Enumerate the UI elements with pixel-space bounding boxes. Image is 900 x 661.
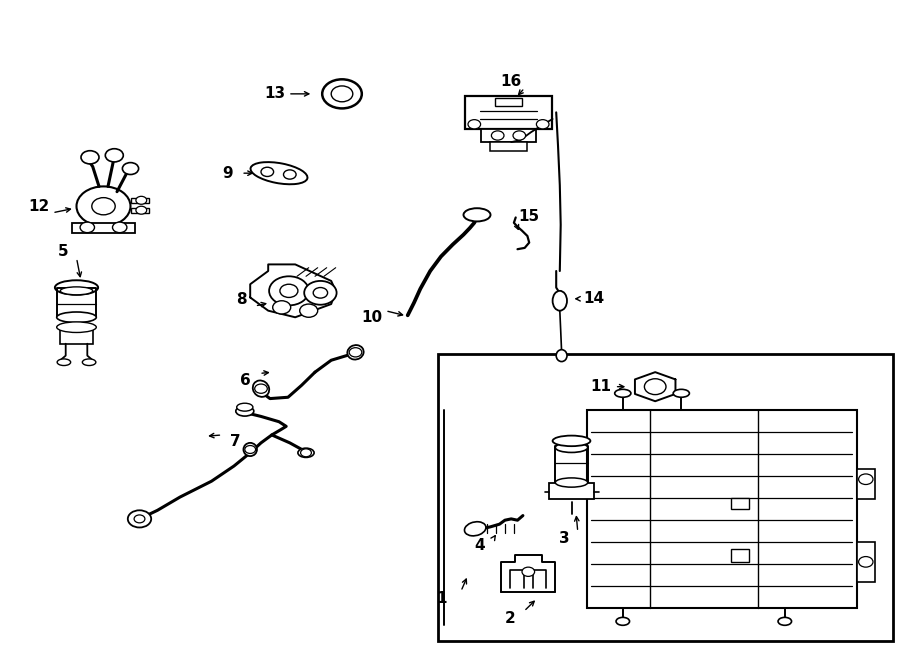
Ellipse shape	[57, 322, 96, 332]
Circle shape	[322, 79, 362, 108]
Circle shape	[76, 186, 130, 226]
Bar	[857, 542, 875, 582]
Circle shape	[80, 222, 94, 233]
Circle shape	[491, 131, 504, 140]
Circle shape	[280, 284, 298, 297]
Text: 10: 10	[361, 310, 382, 325]
Text: 16: 16	[500, 74, 522, 89]
Text: 14: 14	[583, 292, 605, 306]
Circle shape	[331, 86, 353, 102]
Circle shape	[261, 167, 274, 176]
Text: 4: 4	[474, 538, 485, 553]
Ellipse shape	[553, 436, 590, 446]
Circle shape	[81, 151, 99, 164]
Text: 11: 11	[590, 379, 612, 394]
Text: 1: 1	[436, 591, 447, 605]
Circle shape	[513, 131, 526, 140]
Ellipse shape	[83, 359, 96, 366]
Bar	[438, 354, 893, 641]
Circle shape	[245, 446, 256, 453]
Text: 12: 12	[28, 199, 50, 214]
Ellipse shape	[253, 381, 269, 397]
Text: 6: 6	[240, 373, 251, 387]
Ellipse shape	[553, 291, 567, 311]
Bar	[731, 549, 749, 562]
Ellipse shape	[347, 345, 364, 360]
Circle shape	[300, 304, 318, 317]
Circle shape	[136, 196, 147, 204]
Bar	[482, 129, 536, 142]
Ellipse shape	[616, 617, 630, 625]
Text: 15: 15	[518, 210, 540, 224]
Text: 5: 5	[58, 244, 68, 258]
Text: 9: 9	[222, 166, 233, 180]
Circle shape	[134, 515, 145, 523]
Bar	[465, 96, 552, 129]
Circle shape	[301, 449, 311, 457]
Ellipse shape	[60, 287, 93, 295]
Bar	[491, 142, 526, 151]
Bar	[130, 198, 148, 203]
Bar	[72, 223, 135, 233]
Ellipse shape	[555, 443, 588, 452]
Bar	[495, 98, 522, 106]
Bar	[587, 410, 857, 608]
Ellipse shape	[236, 406, 254, 416]
Circle shape	[112, 222, 127, 233]
Ellipse shape	[464, 208, 490, 221]
Ellipse shape	[250, 162, 308, 184]
Ellipse shape	[555, 478, 588, 487]
Circle shape	[122, 163, 139, 175]
Circle shape	[522, 567, 535, 576]
Circle shape	[859, 557, 873, 567]
Circle shape	[269, 276, 309, 305]
Circle shape	[255, 384, 267, 393]
Circle shape	[105, 149, 123, 162]
Ellipse shape	[778, 617, 792, 625]
Ellipse shape	[55, 280, 98, 295]
Circle shape	[536, 120, 549, 129]
Circle shape	[136, 206, 147, 214]
Circle shape	[644, 379, 666, 395]
Circle shape	[92, 198, 115, 215]
Ellipse shape	[58, 359, 70, 366]
Text: 8: 8	[236, 292, 247, 307]
Circle shape	[304, 281, 337, 305]
Ellipse shape	[464, 522, 486, 536]
Circle shape	[313, 288, 328, 298]
Bar	[731, 498, 749, 509]
Text: 2: 2	[505, 611, 516, 625]
Text: 13: 13	[264, 87, 285, 101]
Ellipse shape	[673, 389, 689, 397]
Ellipse shape	[57, 312, 96, 323]
Circle shape	[284, 170, 296, 179]
Ellipse shape	[237, 403, 253, 411]
Circle shape	[128, 510, 151, 527]
Bar	[857, 469, 875, 499]
Ellipse shape	[615, 389, 631, 397]
Circle shape	[273, 301, 291, 314]
Ellipse shape	[298, 448, 314, 457]
Bar	[130, 208, 148, 213]
Ellipse shape	[556, 350, 567, 362]
Text: 3: 3	[559, 531, 570, 546]
Circle shape	[468, 120, 481, 129]
Circle shape	[859, 474, 873, 485]
Ellipse shape	[243, 443, 257, 456]
Text: 7: 7	[230, 434, 241, 449]
Bar	[60, 327, 93, 344]
Circle shape	[349, 348, 362, 357]
Bar	[549, 483, 594, 499]
